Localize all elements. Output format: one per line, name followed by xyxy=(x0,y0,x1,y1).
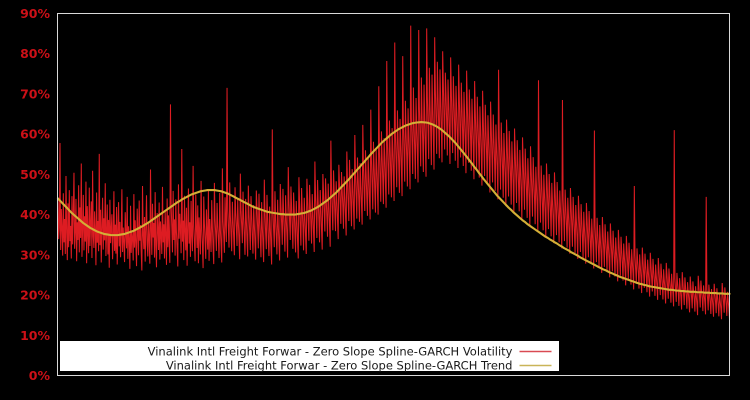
y-axis-tick-label: 10% xyxy=(20,328,50,343)
y-axis-tick-labels: 0% 10% 20% 30% 40% 50% 60% 70% 80% 90% xyxy=(20,6,50,383)
y-axis-tick-label: 0% xyxy=(29,368,51,383)
y-axis-tick-label: 60% xyxy=(20,127,50,142)
y-axis-tick-label: 20% xyxy=(20,288,50,303)
series-volatility-line xyxy=(57,25,731,320)
y-axis-tick-label: 30% xyxy=(20,247,50,262)
y-axis-tick-label: 90% xyxy=(20,6,50,21)
y-axis-tick-label: 50% xyxy=(20,167,50,182)
chart-legend: Vinalink Intl Freight Forwar - Zero Slop… xyxy=(59,340,560,373)
series-trend-line xyxy=(56,121,731,295)
series-layer xyxy=(56,25,731,320)
legend-box xyxy=(59,340,560,372)
legend-item-label[interactable]: Vinalink Intl Freight Forwar - Zero Slop… xyxy=(148,345,513,359)
y-axis-tick-label: 80% xyxy=(20,46,50,61)
legend-item-label[interactable]: Vinalink Intl Freight Forwar - Zero Slop… xyxy=(166,359,513,373)
y-axis-tick-label: 40% xyxy=(20,207,50,222)
y-axis-tick-label: 70% xyxy=(20,86,50,101)
plot-frame xyxy=(57,13,730,376)
